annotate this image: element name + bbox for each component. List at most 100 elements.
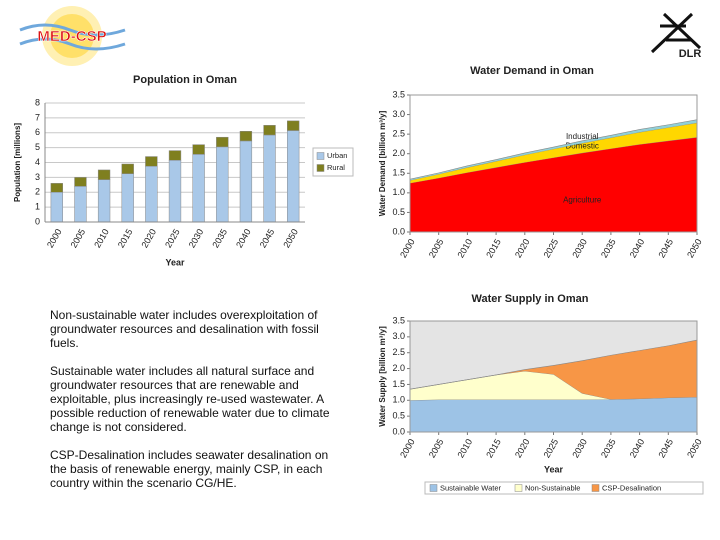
y-axis-label: Water Supply [billion m³/y]: [378, 326, 387, 427]
area: [410, 137, 697, 232]
bar: [50, 192, 63, 223]
paragraph: Sustainable water includes all natural s…: [50, 364, 330, 434]
bar: [287, 130, 300, 223]
area-edge: [409, 119, 698, 180]
y-tick-label: 4: [35, 157, 40, 167]
x-tick-label: 2020: [513, 437, 532, 459]
x-axis-label: Year: [544, 464, 564, 474]
legend-label: Urban: [327, 151, 347, 160]
y-tick-label: 0.0: [392, 226, 405, 236]
x-tick-label: 2035: [599, 437, 618, 459]
y-tick-label: 1.0: [392, 395, 405, 405]
x-tick-label: 2050: [281, 227, 300, 249]
y-tick-label: 0: [35, 216, 40, 226]
area-label: Domestic: [566, 141, 599, 150]
chart-title: Water Supply in Oman: [472, 293, 589, 305]
bar: [121, 163, 134, 174]
area-label: Industrial: [566, 132, 599, 141]
plot-border: [409, 320, 698, 433]
y-tick-label: 8: [35, 97, 40, 107]
chart-title: Water Demand in Oman: [470, 65, 594, 77]
x-tick-label: 2005: [69, 227, 88, 249]
legend-box: [424, 481, 704, 495]
y-tick-label: 3.5: [392, 315, 405, 325]
x-tick-label: 2025: [542, 437, 561, 459]
y-tick-label: 0.0: [392, 426, 405, 436]
x-tick-label: 2050: [685, 237, 704, 259]
legend-label: Non-Sustainable: [525, 483, 580, 492]
x-tick-label: 2040: [628, 237, 647, 259]
x-tick-label: 2010: [456, 437, 475, 459]
y-tick-label: 3.5: [392, 89, 405, 99]
y-tick-label: 2.0: [392, 363, 405, 373]
y-tick-label: 3.0: [392, 331, 405, 341]
x-tick-label: 2010: [92, 227, 111, 249]
x-tick-label: 2035: [210, 227, 229, 249]
x-tick-label: 2045: [656, 437, 675, 459]
y-tick-label: 2.5: [392, 129, 405, 139]
x-tick-label: 2025: [542, 237, 561, 259]
y-tick-label: 0.5: [392, 207, 405, 217]
legend-label: Rural: [327, 163, 345, 172]
y-tick-label: 2.0: [392, 148, 405, 158]
area: [410, 122, 697, 184]
x-tick-label: 2005: [427, 237, 446, 259]
plot-border: [409, 94, 698, 233]
area: [410, 397, 697, 432]
logo-text: DLR: [679, 48, 702, 60]
bar: [287, 120, 300, 131]
legend-label: Sustainable Water: [440, 483, 502, 492]
bar: [263, 125, 276, 136]
y-tick-label: 1.0: [392, 187, 405, 197]
x-tick-label: 2030: [187, 227, 206, 249]
x-tick-label: 2050: [685, 437, 704, 459]
x-tick-label: 2015: [116, 227, 135, 249]
legend-swatch: [316, 164, 325, 172]
bar: [145, 165, 158, 223]
bar: [121, 173, 134, 223]
x-tick-label: 2015: [484, 437, 503, 459]
x-tick-label: 2045: [656, 237, 675, 259]
y-axis-label: Water Demand [billion m³/y]: [378, 110, 387, 216]
area: [410, 119, 697, 181]
bar: [74, 186, 87, 223]
bar: [97, 179, 111, 223]
y-tick-label: 2.5: [392, 347, 405, 357]
x-tick-label: 2025: [163, 227, 182, 249]
x-tick-label: 2045: [258, 227, 277, 249]
legend-swatch: [514, 484, 523, 492]
x-tick-label: 2010: [456, 237, 475, 259]
y-tick-label: 7: [35, 112, 40, 122]
y-tick-label: 5: [35, 142, 40, 152]
legend-swatch: [429, 484, 438, 492]
paragraph: CSP-Desalination includes seawater desal…: [50, 448, 329, 490]
x-tick-label: 2000: [45, 227, 64, 249]
bar: [50, 183, 63, 193]
y-tick-label: 2: [35, 187, 40, 197]
bar: [216, 146, 229, 223]
area-edge: [409, 339, 698, 390]
bar: [263, 134, 276, 223]
y-tick-label: 0.5: [392, 411, 405, 421]
bar: [239, 131, 253, 142]
x-tick-label: 2020: [139, 227, 158, 249]
x-axis-label: Year: [165, 257, 185, 267]
dlr-logo: [650, 12, 702, 54]
legend-label: CSP-Desalination: [602, 483, 661, 492]
x-tick-label: 2000: [398, 237, 417, 259]
y-tick-label: 1: [35, 202, 40, 212]
x-tick-label: 2015: [484, 237, 503, 259]
bar: [192, 154, 205, 223]
y-tick-label: 6: [35, 127, 40, 137]
area: [410, 371, 697, 401]
legend-swatch: [316, 152, 325, 160]
x-tick-label: 2035: [599, 237, 618, 259]
med-csp-logo: MED-CSP: [19, 6, 126, 66]
bar: [97, 169, 111, 180]
bar: [74, 177, 87, 187]
x-tick-label: 2030: [570, 237, 589, 259]
y-axis-label: Population [millions]: [13, 123, 22, 202]
bar: [192, 144, 205, 155]
